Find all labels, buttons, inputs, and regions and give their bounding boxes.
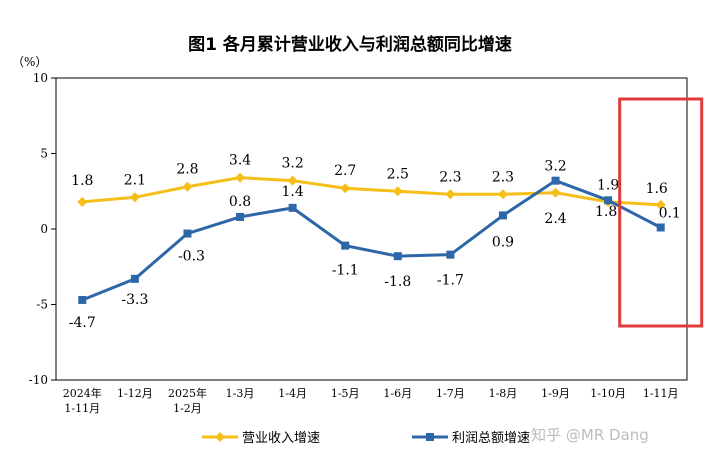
x-tick-label: 1-11月 bbox=[643, 387, 679, 400]
data-point bbox=[77, 196, 88, 207]
data-label: 0.1 bbox=[659, 205, 681, 221]
x-tick-label: 1-10月 bbox=[590, 387, 626, 400]
y-tick-label: 0 bbox=[40, 222, 48, 236]
legend-marker bbox=[215, 432, 225, 442]
y-tick-label: -10 bbox=[29, 373, 48, 387]
y-axis: 10 5 0 -5 -10 bbox=[29, 71, 56, 387]
data-point bbox=[655, 199, 666, 210]
watermark-text: 知乎 @MR Dang bbox=[531, 426, 649, 444]
data-label: 2.3 bbox=[492, 169, 514, 185]
data-label: 0.8 bbox=[229, 194, 251, 210]
data-point bbox=[497, 189, 508, 200]
data-label: 1.6 bbox=[646, 181, 668, 197]
data-label: 2.8 bbox=[176, 162, 198, 178]
y-tick-label: -5 bbox=[36, 298, 48, 312]
legend: 营业收入增速 利润总额增速 bbox=[202, 431, 530, 446]
series-line bbox=[81, 179, 662, 302]
data-point bbox=[235, 172, 246, 183]
x-tick-label: 2025年 1-2月 bbox=[168, 386, 207, 415]
series-layer: 1.8 2.12.83.4 3.2 2.7 2.5 2.3 2.32.4 1.81.6-4.7… bbox=[69, 153, 681, 331]
data-label: -0.3 bbox=[178, 249, 205, 265]
chart-title: 图1 各月累计营业收入与利润总额同比增速 bbox=[188, 34, 512, 55]
data-point bbox=[550, 187, 561, 198]
data-label: 0.9 bbox=[492, 234, 514, 250]
y-axis-unit: （%） bbox=[12, 55, 47, 69]
data-label: -3.3 bbox=[121, 292, 148, 308]
data-point bbox=[129, 192, 140, 203]
y-tick-label: 10 bbox=[33, 71, 48, 85]
x-tick-label: 1-6月 bbox=[383, 387, 412, 400]
series-revenue: 1.8 2.1 2.8 3.4 3.2 2.7 2.5 2.3 2.3 2.4 1.8 1.6 bbox=[71, 153, 668, 227]
x-tick-label: 1-5月 bbox=[331, 387, 360, 400]
data-point bbox=[288, 203, 297, 212]
data-label: 2.3 bbox=[439, 169, 461, 185]
x-tick-label: 1-9月 bbox=[541, 387, 570, 400]
data-point bbox=[130, 274, 139, 283]
data-label: 2.4 bbox=[544, 211, 566, 227]
y-tick-label: 5 bbox=[40, 147, 48, 161]
data-point bbox=[340, 183, 351, 194]
data-point bbox=[78, 295, 87, 304]
data-point bbox=[182, 181, 193, 192]
legend-item: 营业收入增速 bbox=[202, 431, 320, 446]
series-profit: -4.7 -3.3 -0.3 0.8 1.4 -1.1 -1.8 -1.7 0.9 3.2 1.9 0… bbox=[69, 159, 681, 331]
legend-marker bbox=[426, 433, 434, 441]
legend-label: 利润总额增速 bbox=[452, 431, 530, 446]
data-point bbox=[341, 241, 350, 250]
data-point bbox=[604, 196, 613, 205]
x-tick-label: 1-7月 bbox=[436, 387, 465, 400]
x-tick-label: 1-8月 bbox=[489, 387, 518, 400]
data-point bbox=[287, 175, 298, 186]
data-point bbox=[183, 229, 192, 238]
legend-label: 营业收入增速 bbox=[242, 431, 320, 446]
legend-item: 利润总额增速 bbox=[412, 431, 530, 446]
data-point bbox=[393, 252, 402, 261]
data-point bbox=[498, 211, 507, 220]
data-label: 1.8 bbox=[71, 173, 93, 189]
data-label: 3.2 bbox=[544, 159, 566, 175]
data-label: 3.4 bbox=[229, 153, 251, 169]
data-point bbox=[236, 212, 245, 221]
highlight-layer bbox=[618, 97, 704, 328]
data-label: -1.1 bbox=[332, 263, 359, 279]
x-axis: 2024年 1-11月 1-12月 2025年 1-2月 1-3月 1-4月 1-5月 1-6月… bbox=[63, 386, 679, 415]
data-point bbox=[445, 189, 456, 200]
data-label: 3.2 bbox=[281, 156, 303, 172]
plot-frame bbox=[55, 77, 688, 381]
data-label: 2.1 bbox=[124, 172, 146, 188]
data-label: -1.7 bbox=[437, 273, 464, 289]
x-tick-label: 1-4月 bbox=[278, 387, 307, 400]
data-label: 2.5 bbox=[387, 166, 409, 182]
series-line bbox=[82, 176, 661, 207]
x-tick-label: 1-3月 bbox=[226, 387, 255, 400]
data-label: -4.7 bbox=[69, 315, 96, 331]
data-label: 1.4 bbox=[281, 184, 303, 200]
data-label: -1.8 bbox=[384, 274, 411, 290]
x-tick-label: 2024年 1-11月 bbox=[63, 386, 102, 415]
data-label: 1.9 bbox=[597, 177, 619, 193]
data-point bbox=[446, 250, 455, 259]
data-point bbox=[392, 186, 403, 197]
highlight-box bbox=[618, 97, 704, 328]
data-label: 2.7 bbox=[334, 163, 356, 179]
x-tick-label: 1-12月 bbox=[117, 387, 153, 400]
data-point bbox=[551, 176, 560, 185]
data-point bbox=[656, 223, 665, 232]
data-label: 1.8 bbox=[595, 204, 617, 220]
